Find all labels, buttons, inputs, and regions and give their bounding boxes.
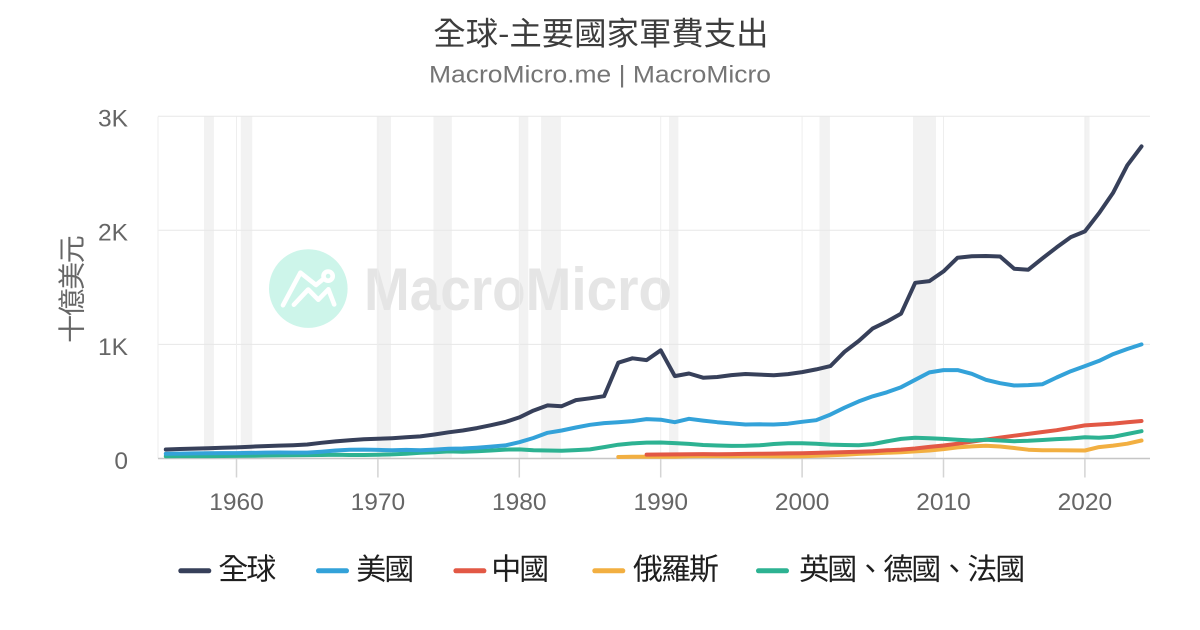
svg-text:0: 0 xyxy=(114,448,128,475)
svg-text:2010: 2010 xyxy=(916,489,971,516)
svg-text:2020: 2020 xyxy=(1058,489,1113,516)
svg-text:2000: 2000 xyxy=(775,489,830,516)
svg-text:1970: 1970 xyxy=(351,489,406,516)
svg-text:1960: 1960 xyxy=(209,489,264,516)
svg-text:1990: 1990 xyxy=(633,489,688,516)
svg-text:MacroMicro.me | MacroMicro: MacroMicro.me | MacroMicro xyxy=(429,62,771,89)
svg-text:1K: 1K xyxy=(98,334,129,361)
svg-text:2K: 2K xyxy=(98,220,129,247)
svg-text:3K: 3K xyxy=(98,106,129,133)
svg-text:MacroMicro: MacroMicro xyxy=(364,256,672,323)
svg-text:1980: 1980 xyxy=(492,489,547,516)
